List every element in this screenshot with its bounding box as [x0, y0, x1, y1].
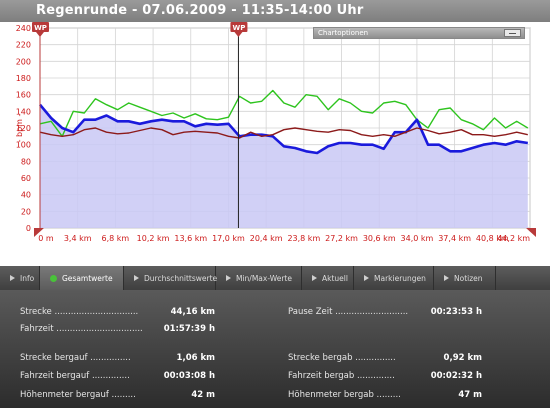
- area-fill: [40, 104, 528, 228]
- arrow-right-icon: [312, 275, 317, 281]
- waypoint-pointer-icon: [36, 32, 44, 37]
- x-tick-label: 27,2 km: [325, 234, 358, 243]
- y-tick-label: 0: [26, 224, 31, 233]
- active-dot-icon: [50, 274, 57, 282]
- value-hoehenmeter-bergauf: 42 m: [191, 390, 215, 400]
- waypoint-pointer-icon: [234, 32, 243, 37]
- label-strecke-bergauf: Strecke bergauf ...............: [20, 353, 131, 363]
- value-strecke-bergab: 0,92 km: [443, 353, 482, 363]
- value-fahrzeit-bergab: 00:02:32 h: [430, 371, 482, 381]
- x-tick-label: 40,8 km: [476, 234, 509, 243]
- tab-label: Notizen: [454, 273, 483, 283]
- chart-series: [39, 89, 529, 155]
- label-strecke-bergab: Strecke bergab ...............: [288, 353, 396, 363]
- tab-label: Durchschnittswerte: [144, 273, 218, 283]
- waypoint-flag[interactable]: [32, 22, 49, 32]
- tab-label: Info: [20, 273, 35, 283]
- tab-markierungen[interactable]: Markierungen: [354, 266, 434, 290]
- arrow-right-icon: [444, 275, 449, 281]
- x-tick-label: 17,0 km: [212, 234, 245, 243]
- tab-bar: Info Gesamtwerte Durchschnittswerte Min/Max…: [0, 266, 550, 290]
- label-hoehenmeter-bergauf: Höhenmeter bergauf .........: [20, 390, 136, 400]
- tab-label: Gesamtwerte: [62, 273, 113, 283]
- waypoint-flag[interactable]: [230, 22, 248, 32]
- y-tick-label: 100: [16, 141, 31, 150]
- label-fahrzeit: Fahrzeit ...............................…: [20, 324, 143, 334]
- arrow-right-icon: [134, 275, 139, 281]
- range-handle-left[interactable]: [34, 228, 44, 237]
- x-tick-label: 23,8 km: [287, 234, 320, 243]
- x-tick-label: 0 m: [38, 234, 54, 243]
- x-tick-label: 3,4 km: [64, 234, 92, 243]
- y-axis-title: - bpm -: [15, 113, 24, 142]
- x-tick-label: 37,4 km: [438, 234, 471, 243]
- y-tick-label: 40: [21, 191, 31, 200]
- range-handle-right[interactable]: [526, 228, 536, 237]
- chart-options-label: Chartoptionen: [318, 29, 369, 37]
- value-fahrzeit: 01:57:39 h: [163, 324, 215, 334]
- tab-notizen[interactable]: Notizen: [434, 266, 496, 290]
- x-tick-label: 44,2 km: [497, 234, 530, 243]
- tab-label: Aktuell: [322, 273, 348, 283]
- x-tick-label: 6,8 km: [102, 234, 130, 243]
- value-fahrzeit-bergauf: 00:03:08 h: [163, 371, 215, 381]
- value-pause-zeit: 00:23:53 h: [430, 307, 482, 317]
- y-tick-label: 60: [21, 174, 31, 183]
- x-tick-label: 30,6 km: [363, 234, 396, 243]
- label-hoehenmeter-bergab: Höhenmeter bergab .........: [288, 390, 401, 400]
- heart-rate-chart[interactable]: 0 20 40 60 80 100 120 140 160 180 200 220 240 0 m 3,4 …: [0, 22, 550, 250]
- chart-fill-area: [40, 104, 528, 228]
- chart-axes: 0 20 40 60 80 100 120 140 160 180 200 220 240 0 m 3,4 …: [15, 24, 530, 243]
- waypoint-label: WP: [233, 24, 246, 32]
- tab-gesamtwerte[interactable]: Gesamtwerte: [40, 266, 124, 290]
- y-tick-label: 140: [16, 107, 31, 116]
- y-tick-label: 80: [21, 157, 31, 166]
- x-tick-label: 34,0 km: [401, 234, 434, 243]
- tab-durchschnittswerte[interactable]: Durchschnittswerte: [124, 266, 218, 290]
- tab-label: Markierungen: [374, 273, 426, 283]
- x-tick-label: 13,6 km: [174, 234, 207, 243]
- y-tick-label: 220: [16, 41, 31, 50]
- waypoint-markers[interactable]: WP WP: [32, 22, 536, 237]
- arrow-right-icon: [226, 275, 231, 281]
- arrow-right-icon: [364, 275, 369, 281]
- waypoint-label: WP: [34, 24, 47, 32]
- y-tick-label: 180: [16, 74, 31, 83]
- tab-label: Min/Max-Werte: [236, 273, 292, 283]
- x-tick-label: 10,2 km: [137, 234, 170, 243]
- label-strecke: Strecke ...............................: [20, 307, 139, 317]
- chart-options-panel[interactable]: Chartoptionen: [313, 27, 525, 39]
- value-hoehenmeter-bergab: 47 m: [458, 390, 482, 400]
- y-tick-label: 240: [16, 24, 31, 33]
- tab-min-max-werte[interactable]: Min/Max-Werte: [216, 266, 302, 290]
- y-tick-label: 20: [21, 207, 31, 216]
- page-title: Regenrunde - 07.06.2009 - 11:35-14:00 Uh…: [36, 3, 364, 18]
- minimize-button[interactable]: [504, 29, 521, 37]
- value-strecke: 44,16 km: [170, 307, 215, 317]
- value-strecke-bergauf: 1,06 km: [176, 353, 215, 363]
- stats-panel: Strecke ............................... …: [0, 290, 550, 408]
- arrow-right-icon: [10, 275, 15, 281]
- label-fahrzeit-bergauf: Fahrzeit bergauf ..............: [20, 371, 130, 381]
- label-pause-zeit: Pause Zeit ...........................: [288, 307, 409, 317]
- y-tick-label: 200: [16, 57, 31, 66]
- y-tick-label: 120: [16, 124, 31, 133]
- tab-info[interactable]: Info: [0, 266, 40, 290]
- y-tick-label: 160: [16, 91, 31, 100]
- title-bar: Regenrunde - 07.06.2009 - 11:35-14:00 Uh…: [0, 0, 550, 22]
- label-fahrzeit-bergab: Fahrzeit bergab ..............: [288, 371, 395, 381]
- x-tick-label: 20,4 km: [250, 234, 283, 243]
- tab-aktuell[interactable]: Aktuell: [302, 266, 354, 290]
